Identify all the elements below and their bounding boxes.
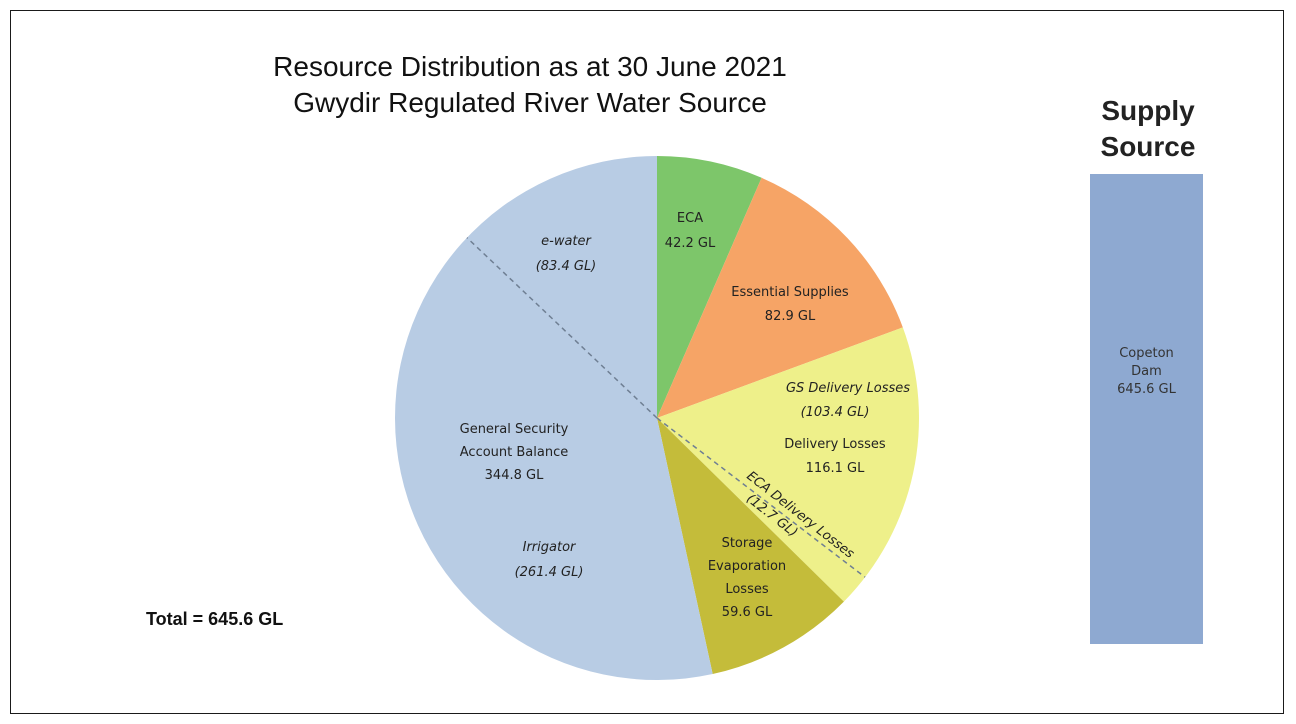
- slice-label-delivery-losses-name: Delivery Losses: [784, 437, 886, 452]
- slice-label-gs-delivery-losses-name: GS Delivery Losses: [786, 381, 910, 396]
- sub-part-divider-general-security-account-balance: [466, 237, 658, 419]
- slice-label-essential-supplies-name: Essential Supplies: [731, 285, 849, 300]
- pie-slice-delivery-losses: [657, 327, 919, 602]
- slice-label-eca-value: 42.2 GL: [665, 236, 716, 251]
- slice-label-storage-evaporation-line3: Losses: [725, 582, 769, 597]
- slice-label-e-water-name: e-water: [541, 234, 592, 249]
- pie-dividers: [466, 237, 866, 578]
- chart-title: Resource Distribution as at 30 June 2021: [273, 51, 787, 82]
- sub-part-divider-delivery-losses: [656, 417, 866, 578]
- supply-label-line2: Dam: [1131, 364, 1162, 379]
- pie-slice-storage-evaporation-losses: [657, 418, 844, 675]
- supply-title-line1: Supply: [1101, 95, 1195, 126]
- total-label: Total = 645.6 GL: [146, 609, 284, 629]
- chart-subtitle: Gwydir Regulated River Water Source: [293, 87, 767, 118]
- supply-bar: [1090, 174, 1203, 644]
- pie-slice-eca: [657, 156, 762, 418]
- slice-label-general-security-line2: Account Balance: [460, 445, 568, 460]
- slice-label-storage-evaporation-line1: Storage: [722, 536, 773, 551]
- pie-slice-general-security-account-balance: [395, 156, 713, 680]
- slice-label-essential-supplies-value: 82.9 GL: [765, 309, 816, 324]
- slice-label-eca-name: ECA: [677, 211, 703, 226]
- slice-label-general-security-value: 344.8 GL: [485, 468, 544, 483]
- slice-label-irrigator-name: Irrigator: [523, 540, 577, 555]
- slice-label-irrigator-value: (261.4 GL): [515, 565, 584, 580]
- slice-label-delivery-losses-value: 116.1 GL: [806, 461, 865, 476]
- supply-title-line2: Source: [1100, 131, 1196, 162]
- slice-label-general-security-line1: General Security: [460, 422, 569, 437]
- slice-label-e-water-value: (83.4 GL): [536, 259, 597, 274]
- slice-label-gs-delivery-losses-value: (103.4 GL): [801, 405, 870, 420]
- supply-label-value: 645.6 GL: [1117, 382, 1176, 397]
- slice-label-storage-evaporation-line2: Evaporation: [708, 559, 786, 574]
- pie-slice-essential-supplies: [657, 177, 903, 418]
- pie-slices: [395, 156, 919, 680]
- supply-label-line1: Copeton: [1119, 346, 1174, 361]
- slice-label-storage-evaporation-value: 59.6 GL: [722, 605, 773, 620]
